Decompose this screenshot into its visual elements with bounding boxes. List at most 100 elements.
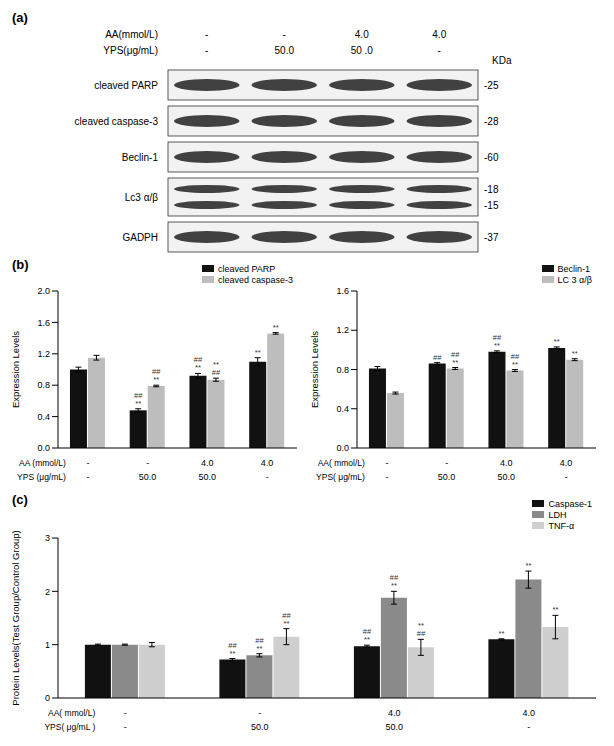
html-text:LC 3 α/β: LC 3 α/β: [557, 274, 592, 285]
html-text:LDH: LDH: [548, 509, 567, 520]
svg-text:Protein Levels(Test Group/Cont: Protein Levels(Test Group/Control Group): [10, 530, 21, 705]
svg-text:-: -: [385, 472, 388, 482]
svg-text:1.6: 1.6: [336, 286, 349, 296]
svg-text:-: -: [266, 472, 269, 482]
svg-text:Beclin-1: Beclin-1: [122, 152, 159, 163]
svg-text:##**: ##**: [363, 627, 372, 644]
svg-text:-: -: [527, 722, 530, 732]
svg-text:##**: ##**: [511, 352, 520, 369]
svg-text:-: -: [146, 458, 149, 468]
svg-text:##**: ##**: [194, 355, 203, 372]
svg-text:**: **: [552, 605, 558, 614]
svg-text:cleaved PARP: cleaved PARP: [94, 80, 158, 91]
svg-text:YPS (μg/mL): YPS (μg/mL): [17, 472, 66, 482]
svg-text:##**: ##**: [152, 367, 161, 384]
svg-text:4.0: 4.0: [388, 708, 401, 718]
svg-text:-15: -15: [484, 200, 499, 211]
svg-text:0.8: 0.8: [336, 365, 349, 375]
html-text:(c): (c): [12, 492, 28, 507]
svg-text:50.0: 50.0: [251, 722, 269, 732]
svg-text:-: -: [385, 458, 388, 468]
svg-text:-: -: [565, 472, 568, 482]
svg-text:4.0: 4.0: [560, 458, 573, 468]
svg-text:2.0: 2.0: [37, 286, 50, 296]
svg-text:**##: **##: [212, 360, 221, 377]
svg-text:0.8: 0.8: [37, 380, 50, 390]
svg-text:AA( mmol/L): AA( mmol/L): [48, 708, 95, 718]
svg-text:4.0: 4.0: [432, 29, 446, 40]
svg-text:50.0: 50.0: [275, 45, 295, 56]
svg-text:0.4: 0.4: [336, 404, 349, 414]
svg-text:KDa: KDa: [492, 55, 512, 66]
svg-text:cleaved caspase-3: cleaved caspase-3: [75, 116, 159, 127]
svg-text:4.0: 4.0: [522, 708, 535, 718]
svg-text:0.0: 0.0: [336, 443, 349, 453]
html-text:cleaved PARP: cleaved PARP: [218, 263, 276, 274]
svg-text:-28: -28: [484, 116, 499, 127]
svg-text:##**: ##**: [255, 636, 264, 653]
svg-text:AA (mmol/L): AA (mmol/L): [19, 458, 66, 468]
svg-text:**: **: [554, 337, 560, 346]
svg-text:2: 2: [45, 587, 50, 597]
svg-text:-25: -25: [484, 80, 499, 91]
svg-text:4.0: 4.0: [261, 458, 274, 468]
html-text:Beclin-1: Beclin-1: [557, 263, 591, 274]
svg-text:1.2: 1.2: [37, 349, 50, 359]
svg-text:##**: ##**: [134, 391, 143, 408]
svg-text:4.0: 4.0: [201, 458, 214, 468]
svg-text:-60: -60: [484, 152, 499, 163]
svg-text:**: **: [255, 348, 261, 357]
svg-text:-37: -37: [484, 232, 499, 243]
svg-text:3: 3: [45, 533, 50, 543]
html-text:(b): (b): [12, 257, 29, 272]
svg-text:Expression Levels: Expression Levels: [309, 331, 320, 408]
svg-text:##**: ##**: [451, 350, 460, 367]
svg-text:Lc3 α/β: Lc3 α/β: [125, 192, 158, 203]
svg-text:50.0: 50.0: [438, 472, 456, 482]
svg-text:1.6: 1.6: [37, 318, 50, 328]
svg-text:-: -: [258, 708, 261, 718]
svg-text:4.0: 4.0: [500, 458, 513, 468]
svg-text:0.0: 0.0: [37, 443, 50, 453]
svg-text:1: 1: [45, 640, 50, 650]
svg-text:Expression Levels: Expression Levels: [10, 331, 21, 408]
svg-text:-: -: [283, 29, 286, 40]
svg-text:**: **: [498, 629, 504, 638]
svg-text:-: -: [438, 45, 441, 56]
svg-text:-18: -18: [484, 184, 499, 195]
svg-text:-: -: [205, 29, 208, 40]
svg-text:50.0: 50.0: [139, 472, 157, 482]
svg-text:YPS( μg/mL ): YPS( μg/mL ): [44, 722, 95, 732]
svg-text:-: -: [124, 708, 127, 718]
svg-text:1.2: 1.2: [336, 325, 349, 335]
html-text:Caspase-1: Caspase-1: [548, 498, 592, 509]
svg-text:50.0: 50.0: [199, 472, 217, 482]
svg-text:-: -: [86, 472, 89, 482]
svg-text:##**: ##**: [493, 333, 502, 350]
svg-text:**: **: [525, 561, 531, 570]
svg-text:50.0: 50.0: [498, 472, 516, 482]
svg-text:(a): (a): [12, 10, 28, 25]
svg-text:0.4: 0.4: [37, 412, 50, 422]
svg-text:50.0: 50.0: [385, 722, 403, 732]
svg-text:YPS( μg/mL): YPS( μg/mL): [316, 472, 365, 482]
svg-text:0: 0: [45, 693, 50, 703]
svg-text:**: **: [273, 323, 279, 332]
svg-text:-: -: [445, 458, 448, 468]
svg-text:**##: **##: [417, 621, 426, 638]
svg-text:4.0: 4.0: [355, 29, 369, 40]
svg-text:YPS(μg/mL): YPS(μg/mL): [103, 45, 158, 56]
svg-text:-: -: [86, 458, 89, 468]
svg-text:AA( mmol/L): AA( mmol/L): [318, 458, 365, 468]
svg-text:##**: ##**: [282, 611, 291, 628]
svg-text:AA(mmol/L): AA(mmol/L): [105, 29, 158, 40]
svg-text:-: -: [124, 722, 127, 732]
svg-text:##**: ##**: [228, 641, 237, 658]
html-text:cleaved caspase-3: cleaved caspase-3: [218, 274, 293, 285]
svg-text:GADPH: GADPH: [122, 232, 158, 243]
svg-text:-: -: [205, 45, 208, 56]
svg-text:##: ##: [433, 353, 442, 362]
svg-text:50 .0: 50 .0: [351, 45, 374, 56]
svg-text:**: **: [572, 349, 578, 358]
svg-text:##**: ##**: [390, 573, 399, 590]
